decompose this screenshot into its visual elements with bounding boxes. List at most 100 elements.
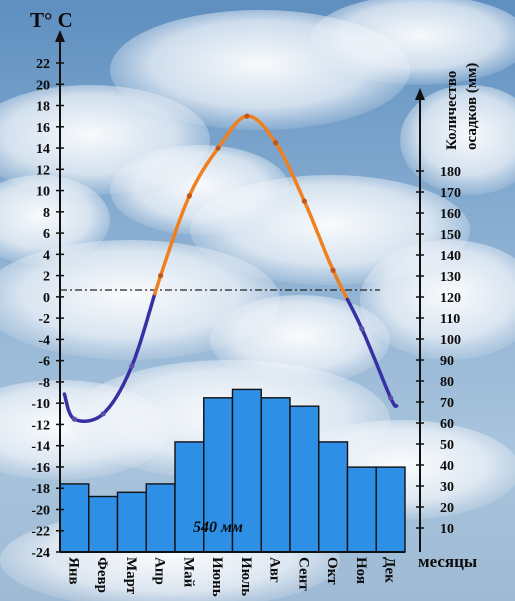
cloud-shape: [110, 145, 290, 235]
month-label: Окт: [324, 557, 340, 585]
precipitation-bar: [59, 483, 90, 553]
temperature-axis-label: Т° С: [30, 8, 73, 32]
temperature-point: [273, 140, 279, 146]
total-precipitation-label: 540 мм: [193, 519, 243, 536]
precipitation-bar: [260, 397, 291, 553]
precipitation-bar: [116, 491, 147, 553]
temperature-tick-label: -2: [38, 312, 50, 327]
cloud-shape: [400, 85, 515, 195]
temperature-point: [158, 273, 164, 279]
precipitation-bar: [174, 441, 205, 553]
precipitation-tick-label: 60: [440, 417, 454, 432]
cloud-shape: [0, 240, 280, 360]
temperature-tick-label: 2: [43, 270, 50, 285]
cloud-shape: [310, 0, 515, 85]
cloud-shape: [0, 175, 110, 265]
precipitation-bar: [346, 466, 377, 553]
temperature-tick-label: 14: [36, 142, 50, 157]
temperature-tick-label: 8: [43, 206, 50, 221]
month-labels: Янв Февр Март Апр Май Июнь Июль Авг Сент Окт Ноя Де…: [65, 557, 397, 597]
precipitation-bar: [318, 441, 349, 553]
temperature-points: [71, 113, 394, 422]
temperature-point: [359, 326, 365, 332]
temperature-point: [129, 363, 135, 369]
month-axis-label: месяцы: [418, 552, 477, 571]
temperature-point: [186, 193, 192, 199]
temperature-curve-cold: [345, 297, 399, 408]
temperature-tick-label: -24: [31, 546, 50, 561]
precipitation-tick-label: 100: [440, 333, 461, 348]
precipitation-tick-label: 90: [440, 354, 454, 369]
month-label: Март: [123, 557, 139, 595]
precipitation-tick-label: 40: [440, 459, 454, 474]
precipitation-tick-label: 70: [440, 396, 454, 411]
precipitation-tick-label: 130: [440, 270, 461, 285]
temperature-tick-label: -4: [38, 333, 50, 348]
temperature-point: [71, 416, 77, 422]
month-label: Янв: [65, 557, 81, 585]
precipitation-tick-label: 30: [440, 480, 454, 495]
temperature-axis-arrow: [55, 30, 65, 42]
temperature-curve: [62, 114, 399, 423]
precipitation-tick-label: 20: [440, 501, 454, 516]
temperature-point: [244, 113, 250, 119]
month-label: Май: [180, 557, 196, 588]
precipitation-bar: [231, 388, 262, 553]
precipitation-axis-label-line1: Количество: [444, 71, 460, 150]
temperature-curve-cold: [62, 291, 157, 423]
temperature-tick-label: 10: [36, 185, 50, 200]
temperature-tick-label: 4: [43, 248, 50, 263]
temperature-tick-label: 18: [36, 100, 50, 115]
precipitation-bar: [88, 495, 119, 553]
temperature-tick-label: 6: [43, 227, 50, 242]
temperature-tick-label: -18: [31, 482, 50, 497]
month-label: Июль: [238, 557, 254, 596]
precipitation-tick-label: 170: [440, 186, 461, 201]
precipitation-bars: [59, 388, 406, 553]
month-label: Дек: [382, 557, 398, 583]
cloud-shape: [360, 240, 515, 360]
month-label: Ноя: [353, 557, 369, 584]
temperature-tick-label: 0: [43, 291, 50, 306]
temperature-tick-label: 12: [36, 163, 50, 178]
precipitation-tick-label: 160: [440, 207, 461, 222]
precipitation-tick-label: 180: [440, 165, 461, 180]
precipitation-tick-label: 140: [440, 249, 461, 264]
temperature-tick-label: -12: [31, 418, 50, 433]
temperature-point: [215, 145, 221, 151]
temperature-curve-warm: [153, 114, 350, 302]
temperature-point: [100, 411, 106, 417]
precipitation-bar: [375, 466, 406, 553]
temperature-point: [330, 267, 336, 273]
temperature-tick-label: -10: [31, 397, 50, 412]
temperature-tick-label: -8: [38, 376, 50, 391]
precipitation-axis-label-line2: осадков (мм): [464, 63, 480, 150]
temperature-tick-label: 20: [36, 78, 50, 93]
temperature-tick-label: 16: [36, 121, 50, 136]
month-label: Июнь: [209, 557, 225, 597]
precipitation-ticks: 180 170 160 150 140 130 120 110 100 90 80 70 60 50 40 3…: [416, 165, 461, 537]
month-label: Февр: [94, 557, 110, 593]
precipitation-tick-label: 80: [440, 375, 454, 390]
precipitation-axis-arrow: [415, 88, 425, 100]
precipitation-tick-label: 150: [440, 228, 461, 243]
temperature-point: [388, 395, 394, 401]
temperature-tick-label: 22: [36, 57, 50, 72]
temperature-ticks: 2220181614121086420-2-4-6-8-10-12-14-16-…: [31, 57, 64, 561]
month-label: Апр: [152, 557, 168, 585]
month-label: Авг: [267, 557, 283, 583]
precipitation-bar: [145, 483, 176, 553]
temperature-tick-label: -16: [31, 461, 50, 476]
precipitation-tick-label: 110: [440, 312, 460, 327]
temperature-point: [301, 198, 307, 204]
precipitation-bar: [289, 405, 320, 553]
temperature-tick-label: -14: [31, 440, 50, 455]
temperature-tick-label: -6: [38, 355, 50, 370]
cloud-shape: [210, 295, 390, 385]
month-label: Сент: [295, 557, 311, 591]
precipitation-tick-label: 120: [440, 291, 461, 306]
temperature-tick-label: -22: [31, 525, 50, 540]
temperature-tick-label: -20: [31, 503, 50, 518]
